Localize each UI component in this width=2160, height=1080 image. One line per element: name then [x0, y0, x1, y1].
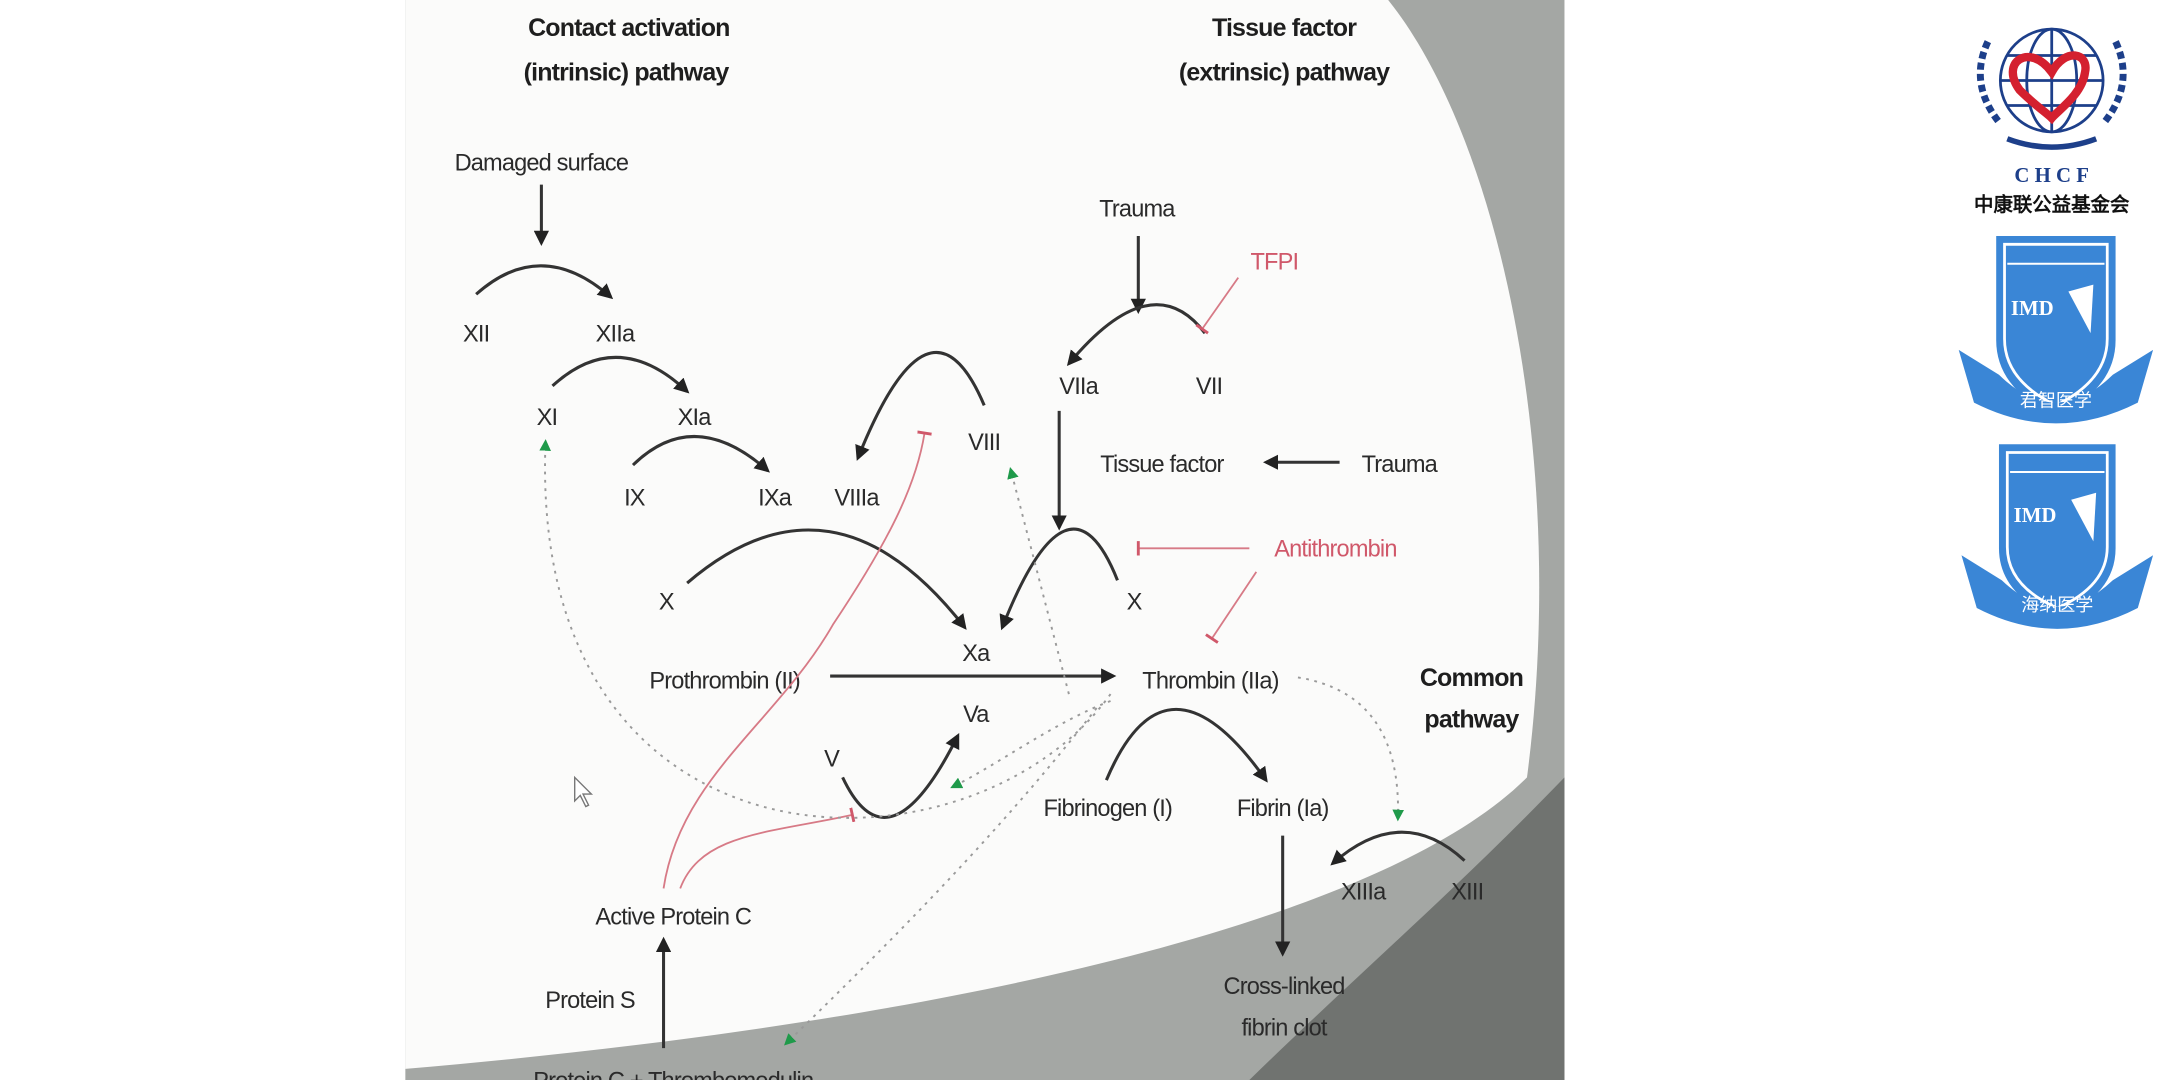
node-v: V — [824, 745, 840, 771]
node-fibrinogen: Fibrinogen (I) — [1043, 795, 1172, 821]
node-viii: VIII — [968, 429, 1000, 455]
node-thrombin: Thrombin (IIa) — [1142, 668, 1278, 694]
intrinsic-pathway-subtitle: (intrinsic) pathway — [524, 59, 730, 87]
chcf-abbr: C H C F — [2014, 163, 2089, 187]
node-protein-c-thrombomodulin: Protein C + Thrombomodulin — [533, 1067, 813, 1080]
arrow-ix-to-ixa — [631, 435, 770, 473]
feedback-thrombin-protein-c — [784, 707, 1098, 1046]
node-xiiia: XIIIa — [1341, 879, 1387, 905]
bird-icon — [2071, 492, 2097, 542]
node-vii: VII — [1196, 373, 1222, 399]
node-tissue-factor: Tissue factor — [1100, 451, 1224, 477]
node-ix: IX — [624, 484, 646, 510]
extrinsic-pathway-subtitle: (extrinsic) pathway — [1179, 59, 1390, 87]
chcf-name: 中康联公益基金会 — [1974, 193, 2130, 216]
node-damaged-surface: Damaged surface — [455, 150, 629, 176]
feedback-arrows — [539, 439, 1405, 1046]
node-xii: XII — [463, 320, 489, 346]
arrow-viii-to-viiia — [855, 350, 986, 461]
node-xia: XIa — [678, 404, 713, 430]
node-ixa: IXa — [758, 484, 793, 510]
arrow-xii-to-xiia — [475, 264, 614, 300]
node-xi: XI — [537, 404, 558, 430]
node-xiii: XIII — [1451, 879, 1483, 905]
common-pathway-title: Common — [1420, 664, 1523, 692]
bird-icon — [2068, 284, 2094, 334]
common-pathway-subtitle: pathway — [1424, 705, 1519, 733]
imd-name-1: 君智医学 — [2020, 391, 2092, 412]
node-x-left: X — [659, 588, 675, 614]
imd-name-2: 海纳医学 — [2021, 595, 2093, 616]
node-viiia: VIIIa — [834, 484, 880, 510]
inhibit-apc-viii — [662, 430, 932, 889]
slide-background — [405, 0, 1565, 1080]
node-clot-2: fibrin clot — [1241, 1015, 1327, 1041]
imd-junzhi-logo: IMD 君智医学 — [1958, 235, 2154, 424]
node-antithrombin: Antithrombin — [1274, 536, 1396, 562]
node-prothrombin: Prothrombin (II) — [649, 668, 799, 694]
node-xiia: XIIa — [596, 320, 636, 346]
intrinsic-pathway-title: Contact activation — [528, 14, 729, 42]
imd-mark-2: IMD — [2014, 503, 2057, 527]
mouse-cursor-icon — [574, 775, 594, 808]
node-x-right: X — [1127, 588, 1143, 614]
node-va: Va — [963, 701, 990, 727]
node-trauma-2: Trauma — [1362, 451, 1439, 477]
extrinsic-pathway-title: Tissue factor — [1212, 14, 1357, 42]
activation-arrows — [475, 184, 1466, 1049]
node-clot-1: Cross-linked — [1224, 973, 1345, 999]
arrow-v-to-va — [841, 733, 960, 819]
imd-mark-1: IMD — [2011, 296, 2054, 320]
node-active-protein-c: Active Protein C — [595, 904, 752, 930]
feedback-thrombin-viii — [1007, 466, 1070, 695]
node-tfpi: TFPI — [1250, 248, 1298, 274]
inhibit-antithrombin-thrombin — [1205, 571, 1258, 644]
imd-haina-logo: IMD 海纳医学 — [1961, 444, 2154, 629]
arrow-x-to-xa-left — [686, 528, 967, 630]
chcf-logo: C H C F 中康联公益基金会 — [1974, 27, 2130, 216]
inhibit-apc-v — [679, 807, 856, 889]
node-xa: Xa — [962, 640, 991, 666]
arrow-vii-to-viia — [1066, 303, 1207, 367]
node-trauma-1: Trauma — [1099, 196, 1176, 222]
inhibit-tfpi — [1195, 277, 1239, 335]
inhibition-lines — [662, 277, 1258, 889]
node-protein-s: Protein S — [545, 987, 635, 1013]
node-fibrin: Fibrin (Ia) — [1237, 795, 1329, 821]
feedback-thrombin-v — [950, 700, 1111, 789]
node-labels: Damaged surface XII XIIa XI XIa IX IXa V… — [455, 150, 1485, 1080]
node-viia: VIIa — [1059, 373, 1099, 399]
arrow-x-to-xa-right — [999, 527, 1119, 631]
arrow-xi-to-xia — [551, 355, 690, 394]
arrow-fibrinogen-to-fibrin — [1104, 708, 1268, 783]
arrow-xiii-to-xiiia — [1330, 830, 1466, 866]
